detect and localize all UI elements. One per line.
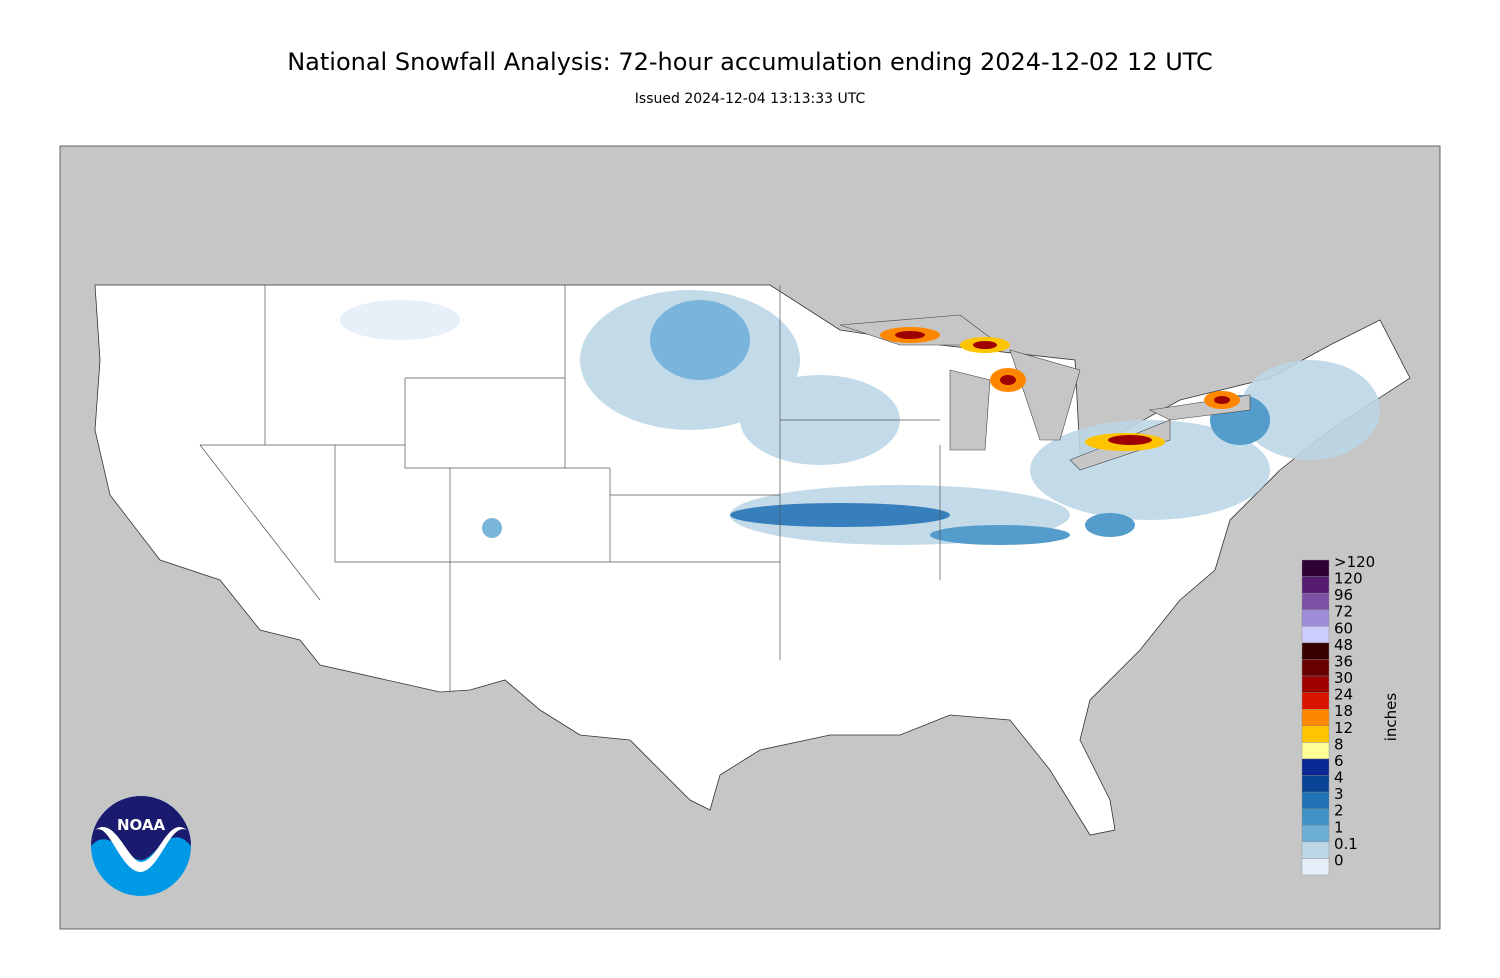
- legend-swatch: [1301, 858, 1330, 876]
- legend-swatch: [1301, 825, 1330, 843]
- legend-swatch: [1301, 675, 1330, 693]
- legend-swatch: [1301, 559, 1330, 577]
- legend-label: 8: [1334, 735, 1344, 753]
- legend-label: 2: [1334, 802, 1344, 820]
- legend-label: 3: [1334, 785, 1344, 803]
- map: [59, 145, 1441, 930]
- legend-swatch: [1301, 742, 1330, 760]
- legend-label: 0: [1334, 851, 1344, 869]
- legend-label: 12: [1334, 719, 1353, 737]
- legend-label: 72: [1334, 603, 1353, 621]
- legend-label: 6: [1334, 752, 1344, 770]
- legend-label: 48: [1334, 636, 1353, 654]
- legend-label: 24: [1334, 686, 1353, 704]
- map-subtitle: Issued 2024-12-04 13:13:33 UTC: [635, 91, 866, 107]
- legend: inches >1201209672604836302418128643210.…: [1301, 553, 1400, 876]
- legend-swatch: [1301, 592, 1330, 610]
- legend-label: 0.1: [1334, 835, 1358, 853]
- map-title: National Snowfall Analysis: 72-hour accu…: [287, 48, 1213, 76]
- legend-label: 60: [1334, 619, 1353, 637]
- legend-swatch: [1301, 626, 1330, 644]
- legend-swatch: [1301, 775, 1330, 793]
- state-boundaries: [199, 285, 941, 692]
- legend-label: 30: [1334, 669, 1353, 687]
- legend-swatch: [1301, 808, 1330, 826]
- legend-swatch: [1301, 659, 1330, 677]
- legend-label: 36: [1334, 652, 1353, 670]
- noaa-logo: NOAA: [91, 796, 191, 896]
- legend-swatch: [1301, 576, 1330, 594]
- legend-label: 18: [1334, 702, 1353, 720]
- legend-swatch: [1301, 841, 1330, 859]
- legend-title: inches: [1382, 693, 1400, 742]
- legend-swatch: [1301, 758, 1330, 776]
- legend-swatch: [1301, 709, 1330, 726]
- legend-swatch: [1301, 791, 1330, 809]
- logo-text: NOAA: [117, 816, 166, 834]
- legend-label: 1: [1334, 818, 1344, 836]
- legend-label: 120: [1334, 570, 1363, 588]
- legend-swatch: [1301, 725, 1330, 743]
- legend-swatch: [1301, 609, 1330, 627]
- legend-label: 96: [1334, 586, 1353, 604]
- legend-label: >120: [1334, 553, 1375, 571]
- lake-effect-snow: [880, 327, 1240, 451]
- legend-swatch: [1301, 642, 1330, 660]
- legend-label: 4: [1334, 769, 1344, 787]
- legend-swatch: [1301, 692, 1330, 710]
